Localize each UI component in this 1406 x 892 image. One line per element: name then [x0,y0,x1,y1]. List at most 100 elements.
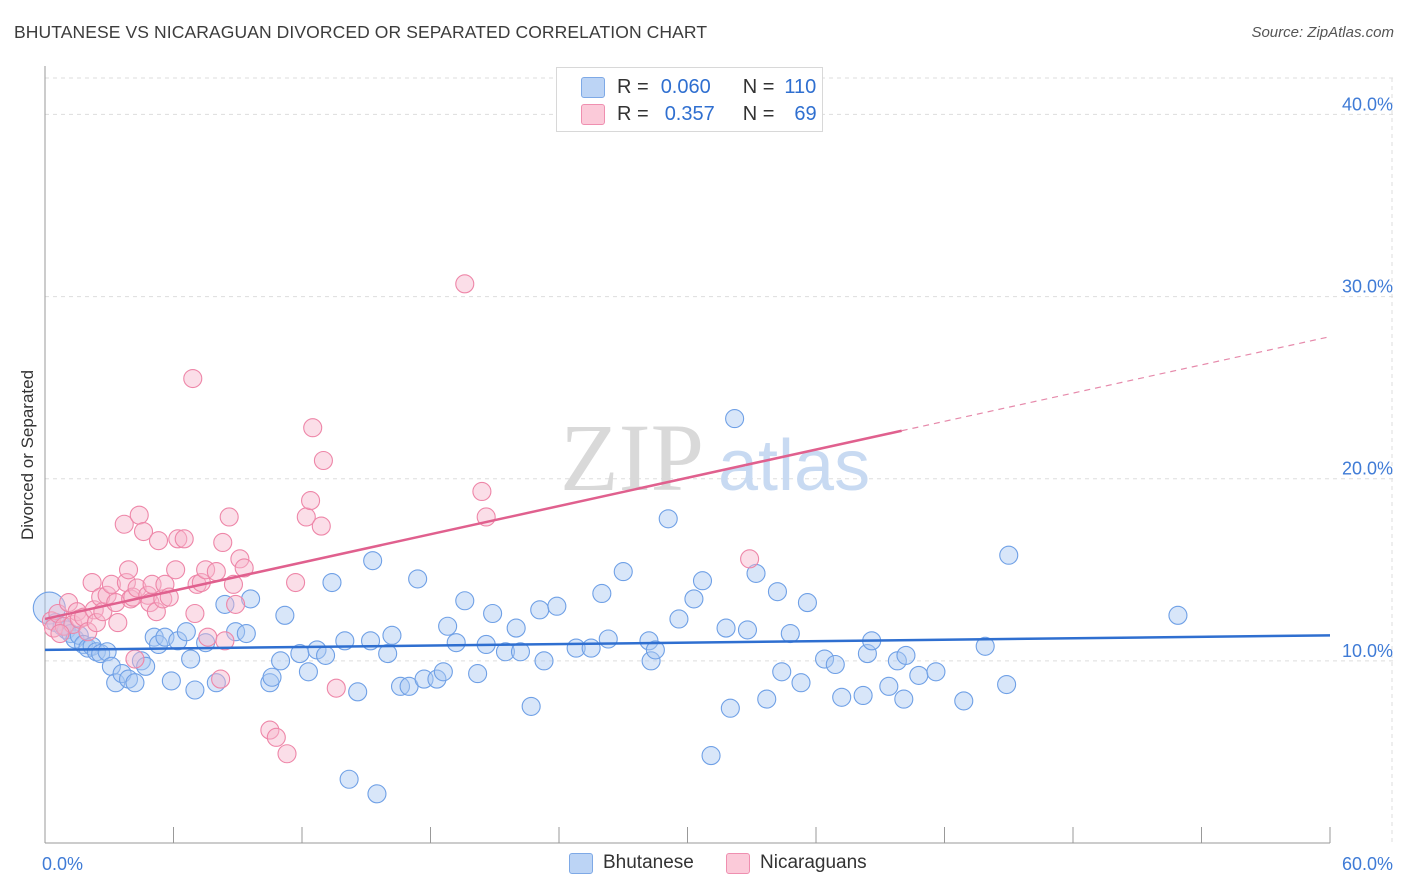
data-point [725,409,745,429]
data-point [797,593,817,613]
chart-title: BHUTANESE VS NICARAGUAN DIVORCED OR SEPA… [14,22,708,42]
data-point [234,558,254,578]
data-point [853,685,873,706]
legend-n-value: 110 [784,75,817,98]
data-point [213,532,233,553]
legend-swatch-bhutanese [581,76,605,98]
data-point [125,673,145,693]
y-tick-label: 10.0% [1342,641,1393,661]
data-point [954,691,974,711]
data-point [118,560,139,580]
data-point [455,591,475,611]
data-point [740,549,760,569]
data-point [161,671,181,691]
data-point [230,549,250,569]
legend-item-nicaraguans: Nicaraguans [726,852,867,874]
data-point [658,509,678,529]
data-point [226,594,246,614]
data-point [236,623,256,644]
data-point [166,560,186,580]
data-point [367,784,387,804]
data-point [50,623,70,644]
data-point [363,551,383,571]
data-point [118,669,139,689]
data-point [322,572,342,593]
data-point [219,507,239,527]
data-point [1168,605,1188,625]
data-point [825,654,845,675]
legend-swatch-bhutanese [569,852,593,874]
data-point [455,274,475,294]
data-point [133,521,154,542]
data-point [446,633,466,653]
data-point [530,600,550,620]
data-point [780,623,800,644]
trend-layer [44,336,1331,652]
x-tick-label: 0.0% [42,854,83,874]
x-tick-labels: 0.0% 60.0% [42,854,1393,874]
data-point [506,618,526,638]
legend-item-bhutanese: Bhutanese [569,852,694,874]
data-point [645,640,665,660]
stats-legend: R = 0.060 N = 110 R = 0.357 N = 69 [556,67,823,132]
data-point [472,481,492,502]
data-point [701,746,721,766]
y-axis-label: Divorced or Separated [18,370,37,540]
data-point [613,562,633,582]
y-tick-label: 20.0% [1342,459,1393,479]
data-point [260,720,280,740]
data-point [495,642,516,662]
data-point [534,651,554,671]
data-point [129,505,149,525]
data-point [510,642,531,662]
source-label: Source: ZipAtlas.com [1251,24,1394,41]
legend-n-label: N = [742,75,775,98]
data-point [125,649,145,669]
data-point [211,669,231,689]
data-point [408,569,428,589]
y-tick-label: 40.0% [1342,94,1393,114]
watermark-zip: ZIP [560,404,704,511]
data-point [772,662,792,682]
data-point [468,664,488,684]
data-point [277,744,297,764]
trend-line-nicaraguans [44,429,902,621]
data-point [581,638,601,658]
data-point [275,605,295,625]
data-point [896,645,916,665]
data-point [737,620,758,640]
data-point [271,651,291,671]
legend-label-bhutanese: Bhutanese [603,852,694,873]
legend-r-label: R = [617,75,649,98]
data-point [266,727,286,747]
data-point [286,572,306,593]
data-point [975,636,995,656]
data-point [97,642,117,662]
legend-swatch-nicaraguans [581,103,605,125]
data-point [997,674,1017,695]
legend-row-nicaraguans: R = 0.357 N = 69 [581,102,817,126]
legend-label-nicaraguans: Nicaraguans [760,852,867,873]
data-point [86,613,106,633]
data-point [326,678,346,698]
data-point [598,629,618,649]
data-point [857,644,877,664]
data-point [684,589,704,609]
data-point [183,368,203,389]
data-point [669,609,689,629]
data-point [301,491,321,511]
data-point [592,583,612,604]
data-point [483,603,503,624]
data-point [316,645,336,665]
data-point [174,529,194,549]
legend-row-bhutanese: R = 0.060 N = 110 [581,75,816,99]
data-point [521,696,541,716]
data-point [206,562,226,582]
legend-r-label: R = [617,102,649,125]
data-point [641,651,661,671]
points-layer [32,274,1188,804]
data-point [241,589,261,609]
data-point [114,514,134,534]
series-nicaraguans-points [41,274,760,764]
